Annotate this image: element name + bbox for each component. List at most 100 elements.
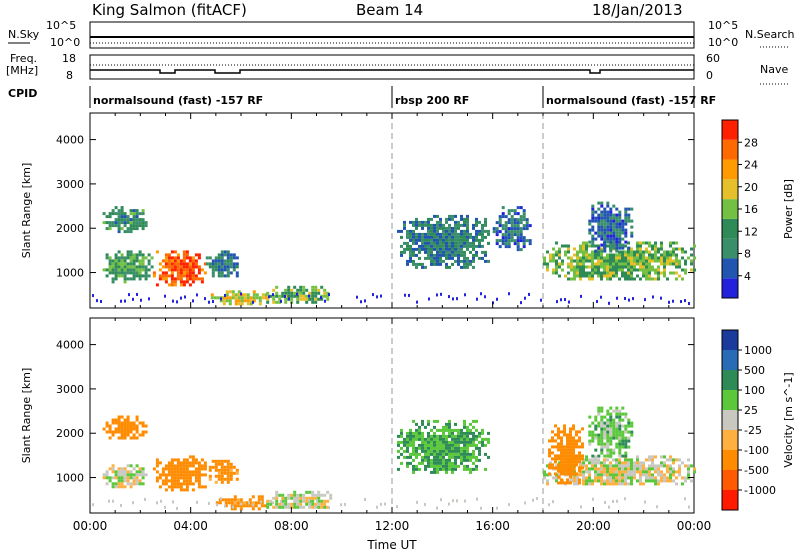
data-cell xyxy=(609,213,613,217)
data-cell xyxy=(475,238,478,242)
data-cell xyxy=(147,268,151,272)
data-cell xyxy=(660,271,663,275)
data-cell xyxy=(609,265,612,269)
data-cell xyxy=(481,431,484,435)
data-cell xyxy=(372,293,374,297)
data-cell xyxy=(433,443,436,447)
data-cell xyxy=(226,465,230,469)
data-cell xyxy=(430,253,433,257)
data-cell xyxy=(406,461,409,465)
data-cell xyxy=(621,246,625,250)
data-cell xyxy=(672,458,675,462)
data-cell xyxy=(639,473,642,477)
data-cell xyxy=(105,268,109,272)
data-cell xyxy=(418,437,421,441)
data-cell xyxy=(120,433,124,437)
data-cell xyxy=(284,288,288,292)
data-cell xyxy=(436,241,439,245)
data-cell xyxy=(188,256,192,260)
data-cell xyxy=(412,452,415,456)
data-cell xyxy=(600,479,603,483)
data-cell xyxy=(111,485,115,489)
data-cell xyxy=(108,268,112,272)
data-cell xyxy=(656,505,658,509)
data-cell xyxy=(451,461,454,465)
data-cell xyxy=(594,415,598,419)
data-cell xyxy=(232,253,236,257)
data-cell xyxy=(555,479,558,483)
data-cell xyxy=(185,458,189,462)
data-cell xyxy=(132,215,136,219)
data-cell xyxy=(126,256,130,260)
data-cell xyxy=(421,220,424,224)
data-cell xyxy=(630,274,633,278)
data-cell xyxy=(573,274,576,278)
data-cell xyxy=(135,274,139,278)
data-cell xyxy=(415,446,418,450)
data-cell xyxy=(424,437,427,441)
data-cell xyxy=(314,493,318,497)
data-cell xyxy=(487,440,490,444)
data-cell xyxy=(687,470,690,474)
data-cell xyxy=(287,288,291,292)
data-cell xyxy=(182,461,186,465)
data-cell xyxy=(567,250,570,254)
data-cell xyxy=(439,250,442,254)
data-cell xyxy=(663,473,666,477)
data-cell xyxy=(504,245,508,249)
data-cell xyxy=(111,262,115,266)
data-cell xyxy=(481,437,484,441)
data-cell xyxy=(138,274,142,278)
colorbar-swatch xyxy=(722,238,738,259)
data-cell xyxy=(451,244,454,248)
data-cell xyxy=(600,234,604,238)
data-cell xyxy=(579,277,582,281)
data-cell xyxy=(126,433,130,437)
data-cell xyxy=(442,259,445,263)
data-cell xyxy=(451,226,454,230)
data-cell xyxy=(257,498,261,502)
data-cell xyxy=(191,280,195,284)
data-cell xyxy=(230,498,234,502)
data-cell xyxy=(231,290,235,294)
data-cell xyxy=(469,458,472,462)
data-cell xyxy=(185,274,189,278)
data-cell xyxy=(561,259,564,263)
data-cell xyxy=(412,262,415,266)
data-cell xyxy=(588,415,592,419)
data-cell xyxy=(427,431,430,435)
data-cell xyxy=(594,271,597,275)
data-cell xyxy=(194,274,198,278)
data-cell xyxy=(454,238,457,242)
data-cell xyxy=(246,293,250,297)
data-cell xyxy=(582,262,585,266)
data-cell xyxy=(627,421,631,425)
data-cell xyxy=(132,259,136,263)
data-cell xyxy=(573,476,576,480)
data-cell xyxy=(451,253,454,257)
data-cell xyxy=(427,458,430,462)
data-cell xyxy=(654,247,657,251)
data-cell xyxy=(481,226,484,230)
data-cell xyxy=(424,244,427,248)
x-tick-label: 00:00 xyxy=(73,519,108,533)
data-cell xyxy=(597,256,600,260)
data-cell xyxy=(603,231,607,235)
data-cell xyxy=(220,259,224,263)
data-cell xyxy=(663,479,666,483)
data-cell xyxy=(624,476,627,480)
data-cell xyxy=(575,433,578,437)
data-cell xyxy=(237,299,241,303)
data-cell xyxy=(560,481,563,485)
colorbar-swatch xyxy=(722,490,738,510)
data-cell xyxy=(114,224,118,228)
data-cell xyxy=(591,482,594,486)
data-cell xyxy=(693,268,696,272)
data-cell xyxy=(129,262,133,266)
data-cell xyxy=(548,439,551,443)
data-cell xyxy=(427,446,430,450)
data-cell xyxy=(690,262,693,266)
data-cell xyxy=(639,241,642,245)
data-cell xyxy=(129,230,133,234)
data-cell xyxy=(624,274,627,278)
